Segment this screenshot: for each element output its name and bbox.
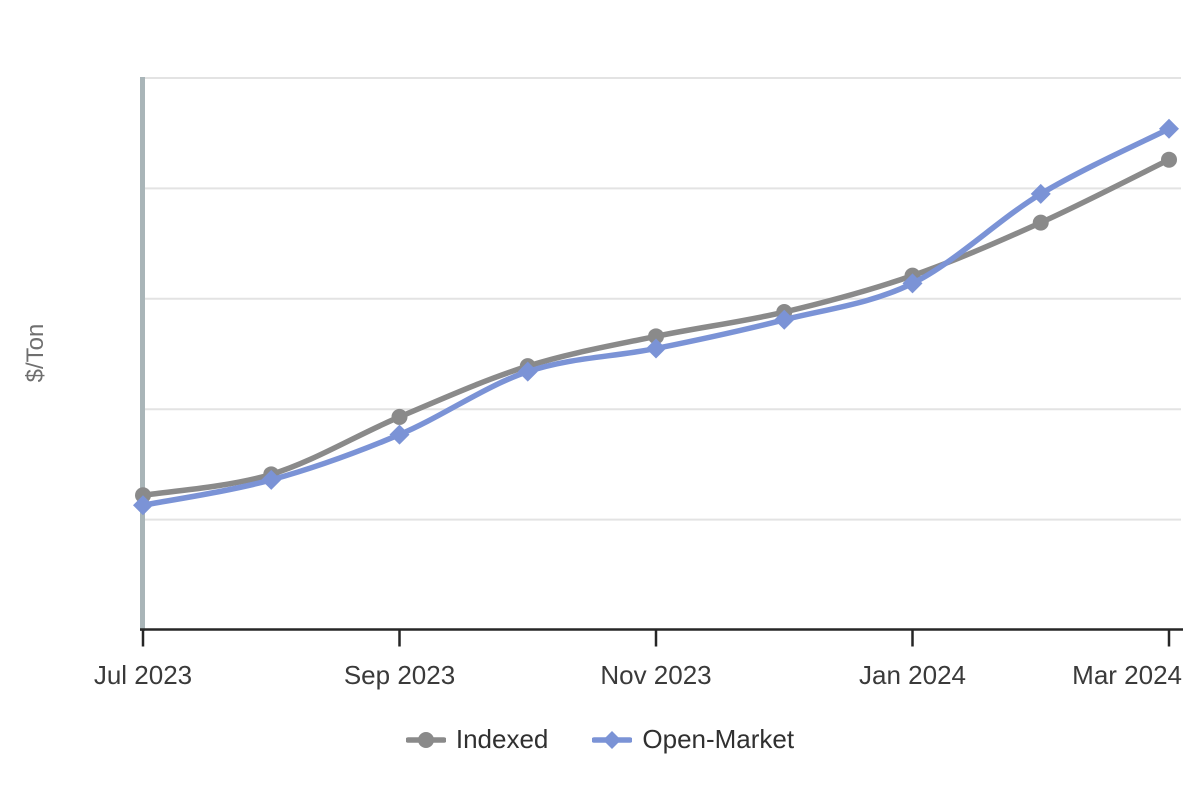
legend-circle (417, 731, 434, 748)
x-tick-label: Jan 2024 (859, 660, 966, 690)
x-tick-label: Mar 2024 (1072, 660, 1182, 690)
data-point-open-market[interactable] (133, 495, 153, 516)
legend-label-open-market: Open-Market (642, 724, 795, 754)
data-point-open-market[interactable] (774, 309, 795, 330)
legend-item-open-market[interactable]: Open-Market (592, 724, 794, 755)
data-point-indexed[interactable] (648, 328, 664, 345)
data-point-open-market[interactable] (1030, 183, 1051, 204)
data-point-indexed[interactable] (1161, 151, 1177, 168)
data-point-open-market[interactable] (646, 338, 666, 359)
data-point-open-market[interactable] (261, 469, 282, 490)
legend-item-indexed[interactable]: Indexed (405, 724, 549, 755)
series-line-open-market (140, 126, 1172, 508)
data-point-indexed[interactable] (391, 408, 408, 425)
legend-label-indexed: Indexed (455, 724, 549, 754)
line-diamond-marker-icon (592, 730, 633, 750)
x-tick-label: Sep 2023 (344, 660, 455, 690)
x-tick-label: Nov 2023 (600, 660, 711, 690)
data-point-open-market[interactable] (389, 424, 410, 445)
data-point-indexed[interactable] (1032, 214, 1049, 231)
legend-diamond (603, 730, 622, 749)
x-tick-label: Jul 2023 (94, 660, 192, 690)
legend: Indexed Open-Market (0, 724, 1200, 755)
y-axis-title: $/Ton (22, 323, 49, 383)
line-circle-marker-icon (405, 730, 446, 750)
data-point-open-market[interactable] (902, 273, 923, 294)
data-point-open-market[interactable] (517, 361, 538, 382)
data-point-open-market[interactable] (1159, 118, 1179, 139)
